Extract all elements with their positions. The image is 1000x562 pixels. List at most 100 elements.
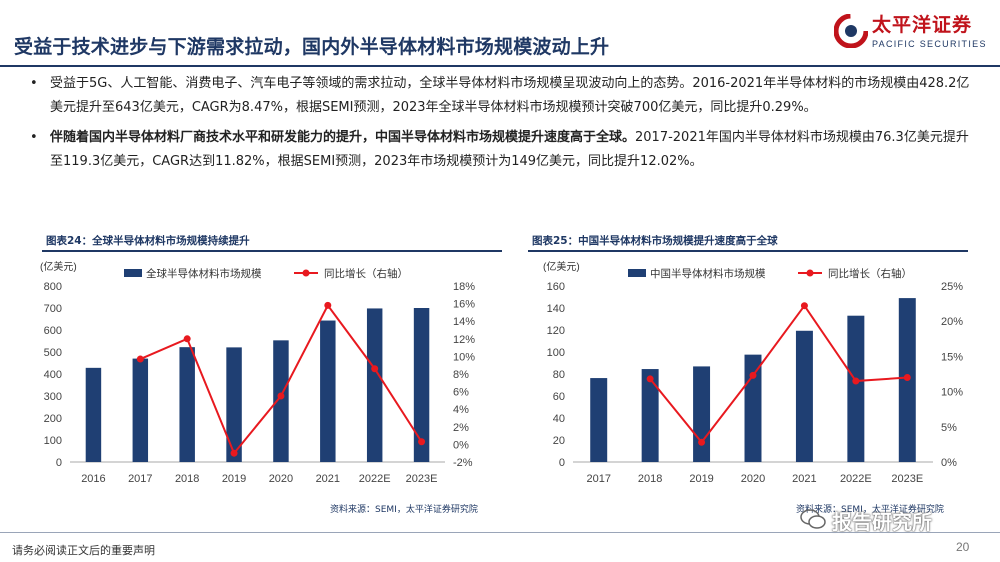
y-right-tick-label: 0% [941, 457, 957, 469]
y-left-tick-label: 60 [553, 391, 565, 403]
growth-point [800, 302, 808, 310]
bullet-text: 2017-2021年国内半导体材料市场规模由76.3亿美元提升至119.3亿美元… [50, 130, 969, 169]
x-tick-label: 2023E [406, 473, 438, 485]
legend-line-label: 同比增长（右轴） [324, 267, 408, 280]
y-right-tick-label: 5% [941, 422, 957, 434]
logo-mark-icon [834, 14, 868, 48]
header: 受益于技术进步与下游需求拉动，国内外半导体材料市场规模波动上升 太平洋证券 PA… [0, 0, 1000, 67]
company-logo: 太平洋证券 PACIFIC SECURITIES [832, 8, 992, 60]
y-right-tick-label: -2% [453, 457, 473, 469]
bullet-item: • 伴随着国内半导体材料厂商技术水平和研发能力的提升，中国半导体材料市场规模提升… [30, 126, 970, 174]
y-right-tick-label: 10% [941, 387, 963, 399]
growth-point [646, 375, 654, 383]
bullet-bold-text: 伴随着国内半导体材料厂商技术水平和研发能力的提升，中国半导体材料市场规模提升速度… [50, 130, 636, 145]
y-axis-unit-label: (亿美元) [40, 260, 77, 273]
growth-point [903, 374, 911, 382]
bar [795, 330, 813, 462]
y-axis-unit-label: (亿美元) [543, 260, 580, 273]
x-tick-label: 2021 [792, 473, 816, 485]
y-left-tick-label: 300 [44, 391, 62, 403]
bar [847, 315, 865, 462]
watermark-text: 报告研究所 [832, 510, 932, 534]
y-left-tick-label: 800 [44, 281, 62, 293]
y-left-tick-label: 20 [553, 435, 565, 447]
y-right-tick-label: 6% [453, 387, 469, 399]
page-title: 受益于技术进步与下游需求拉动，国内外半导体材料市场规模波动上升 [14, 36, 610, 58]
bar [413, 308, 430, 462]
bullet-dot: • [30, 130, 38, 145]
bar [273, 340, 289, 462]
y-left-tick-label: 0 [56, 457, 62, 469]
y-left-tick-label: 600 [44, 325, 62, 337]
growth-point [230, 449, 238, 457]
legend-bar-swatch [628, 269, 646, 277]
x-tick-label: 2016 [81, 473, 105, 485]
growth-point [183, 335, 191, 343]
page-number: 20 [956, 540, 970, 554]
y-left-tick-label: 700 [44, 303, 62, 315]
x-tick-label: 2022E [359, 473, 391, 485]
chart-panel-china: 图表25：中国半导体材料市场规模提升速度高于全球 (亿美元) 0 20 40 60 80 1… [528, 228, 968, 518]
y-right-tick-label: 16% [453, 299, 475, 311]
logo-english-name: PACIFIC SECURITIES [872, 39, 987, 49]
legend-line-label: 同比增长（右轴） [828, 267, 912, 280]
bullet-text: 受益于5G、人工智能、消费电子、汽车电子等领域的需求拉动，全球半导体材料市场规模… [50, 76, 970, 115]
global-chart-svg: (亿美元) 0 100 200 300 400 500 600 700 800 -2% 0% 2% 4% 6… [40, 260, 475, 485]
x-tick-label: 2022E [840, 473, 872, 485]
bullet-list: • 受益于5G、人工智能、消费电子、汽车电子等领域的需求拉动，全球半导体材料市场… [30, 72, 970, 176]
legend-line-marker [806, 269, 814, 277]
bar [226, 347, 242, 462]
chart-source: 资料来源：SEMI，太平洋证券研究院 [330, 505, 478, 515]
bar [693, 366, 711, 462]
y-left-tick-label: 160 [547, 281, 565, 293]
x-tick-label: 2017 [586, 473, 610, 485]
bar [366, 308, 383, 462]
legend-bar-label: 全球半导体材料市场规模 [146, 267, 262, 280]
bar [641, 369, 659, 462]
x-tick-label: 2021 [316, 473, 340, 485]
growth-point [749, 371, 757, 379]
y-left-tick-label: 500 [44, 347, 62, 359]
y-left-tick-label: 400 [44, 369, 62, 381]
chart-panel-global: 图表24：全球半导体材料市场规模持续提升 (亿美元) 0 100 200 300 400 5… [40, 228, 502, 518]
panel-title-bar: 图表25：中国半导体材料市场规模提升速度高于全球 [528, 228, 968, 252]
logo-chinese-name: 太平洋证券 [872, 14, 973, 36]
y-right-tick-label: 25% [941, 281, 963, 293]
y-right-tick-label: 10% [453, 351, 475, 363]
y-left-tick-label: 140 [547, 303, 565, 315]
growth-point [698, 438, 706, 446]
chart-title: 图表25：中国半导体材料市场规模提升速度高于全球 [532, 235, 778, 247]
china-chart-svg: (亿美元) 0 20 40 60 80 100 120 140 160 0% 5% 10% 15% 20% 2… [543, 260, 963, 485]
header-divider [0, 65, 1000, 67]
growth-point [418, 438, 426, 446]
x-tick-label: 2023E [891, 473, 923, 485]
chart-title: 图表24：全球半导体材料市场规模持续提升 [46, 235, 250, 247]
y-left-tick-label: 0 [559, 457, 565, 469]
growth-point [371, 365, 379, 373]
growth-point [852, 377, 860, 385]
y-left-tick-label: 40 [553, 413, 565, 425]
y-left-tick-label: 100 [44, 435, 62, 447]
bar [179, 347, 195, 462]
bar [320, 320, 336, 462]
growth-line [649, 303, 908, 444]
x-tick-label: 2020 [269, 473, 293, 485]
x-tick-label: 2018 [638, 473, 662, 485]
y-right-tick-label: 12% [453, 334, 475, 346]
footer-disclaimer: 请务必阅读正文后的重要声明 [12, 544, 155, 557]
y-left-tick-label: 200 [44, 413, 62, 425]
y-right-tick-label: 2% [453, 422, 469, 434]
growth-point [324, 301, 332, 309]
y-right-tick-label: 4% [453, 404, 469, 416]
x-tick-label: 2019 [689, 473, 713, 485]
y-right-tick-label: 15% [941, 351, 963, 363]
x-tick-label: 2017 [128, 473, 152, 485]
panel-title-bar: 图表24：全球半导体材料市场规模持续提升 [42, 228, 502, 252]
x-tick-label: 2019 [222, 473, 246, 485]
x-tick-label: 2018 [175, 473, 199, 485]
legend-line-marker [302, 269, 310, 277]
y-right-tick-label: 14% [453, 316, 475, 328]
bullet-item: • 受益于5G、人工智能、消费电子、汽车电子等领域的需求拉动，全球半导体材料市场… [30, 72, 970, 120]
chart-source: 资料来源：SEMI，太平洋证券研究院 [796, 505, 944, 515]
y-right-tick-label: 18% [453, 281, 475, 293]
